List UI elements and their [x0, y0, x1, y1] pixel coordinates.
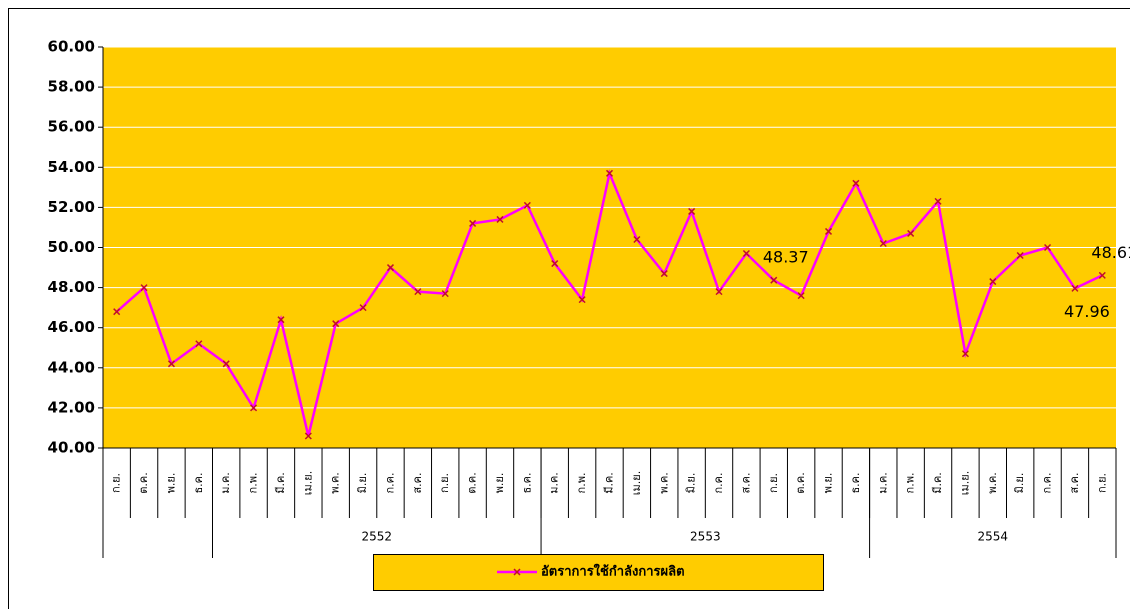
x-tick-label: มิ.ย. — [1013, 473, 1026, 494]
x-tick-label: ก.ค. — [712, 472, 725, 493]
y-tick-label: 54.00 — [48, 158, 95, 176]
y-tick-label: 40.00 — [48, 439, 95, 457]
x-tick-label: ก.ค. — [383, 472, 396, 493]
x-tick-label: มิ.ย. — [356, 473, 369, 494]
x-tick-label: ก.พ. — [904, 473, 917, 494]
x-tick-label: ธ.ค. — [520, 472, 533, 493]
x-tick-label: ต.ค. — [466, 472, 479, 494]
x-tick-label: ต.ค. — [794, 472, 807, 494]
group-label: 2552 — [362, 530, 393, 544]
x-tick-label: ก.พ. — [247, 473, 260, 494]
data-label: 48.61 — [1091, 243, 1130, 262]
x-tick-label: ก.ย. — [110, 473, 123, 493]
x-tick-label: ส.ค. — [1068, 472, 1081, 493]
x-tick-label: พ.ค. — [986, 472, 999, 494]
x-tick-label: ก.ย. — [767, 473, 780, 493]
x-tick-label: เม.ย. — [630, 471, 643, 495]
x-tick-label: ก.ย. — [438, 473, 451, 493]
x-tick-label: มี.ค. — [274, 472, 287, 494]
x-tick-label: พ.ค. — [657, 472, 670, 494]
x-tick-label: ม.ค. — [219, 472, 232, 494]
x-tick-label: มี.ค. — [603, 472, 616, 494]
legend: อัตราการใช้กำลังการผลิต — [374, 555, 824, 591]
x-tick-label: ม.ค. — [876, 472, 889, 494]
x-tick-label: พ.ย. — [822, 473, 835, 494]
y-tick-label: 58.00 — [48, 78, 95, 96]
group-label: 2554 — [978, 530, 1009, 544]
x-tick-label: เม.ย. — [301, 471, 314, 495]
x-tick-label: ธ.ค. — [849, 472, 862, 493]
y-tick-label: 44.00 — [48, 358, 95, 376]
x-tick-label: ต.ค. — [137, 472, 150, 494]
x-tick-label: มิ.ย. — [685, 473, 698, 494]
legend-label: อัตราการใช้กำลังการผลิต — [541, 563, 685, 580]
y-tick-label: 60.00 — [48, 38, 95, 56]
data-label: 48.37 — [763, 248, 809, 267]
y-tick-label: 46.00 — [48, 318, 95, 336]
x-tick-label: พ.ย. — [164, 473, 177, 494]
x-tick-label: มี.ค. — [931, 472, 944, 494]
group-label: 2553 — [690, 530, 721, 544]
x-tick-label: ธ.ค. — [192, 472, 205, 493]
y-tick-label: 42.00 — [48, 398, 95, 416]
x-tick-label: ก.พ. — [575, 473, 588, 494]
x-tick-label: เม.ย. — [958, 471, 971, 495]
x-tick-label: ม.ค. — [548, 472, 561, 494]
x-tick-label: ก.ย. — [1095, 473, 1108, 493]
x-tick-label: พ.ค. — [329, 472, 342, 494]
x-tick-label: ส.ค. — [411, 472, 424, 493]
y-tick-label: 50.00 — [48, 238, 95, 256]
x-tick-label: ก.ค. — [1041, 472, 1054, 493]
y-tick-label: 48.00 — [48, 278, 95, 296]
y-tick-label: 52.00 — [48, 198, 95, 216]
x-tick-label: ส.ค. — [739, 472, 752, 493]
y-tick-label: 56.00 — [48, 118, 95, 136]
data-label: 47.96 — [1064, 302, 1110, 321]
x-tick-label: พ.ย. — [493, 473, 506, 494]
